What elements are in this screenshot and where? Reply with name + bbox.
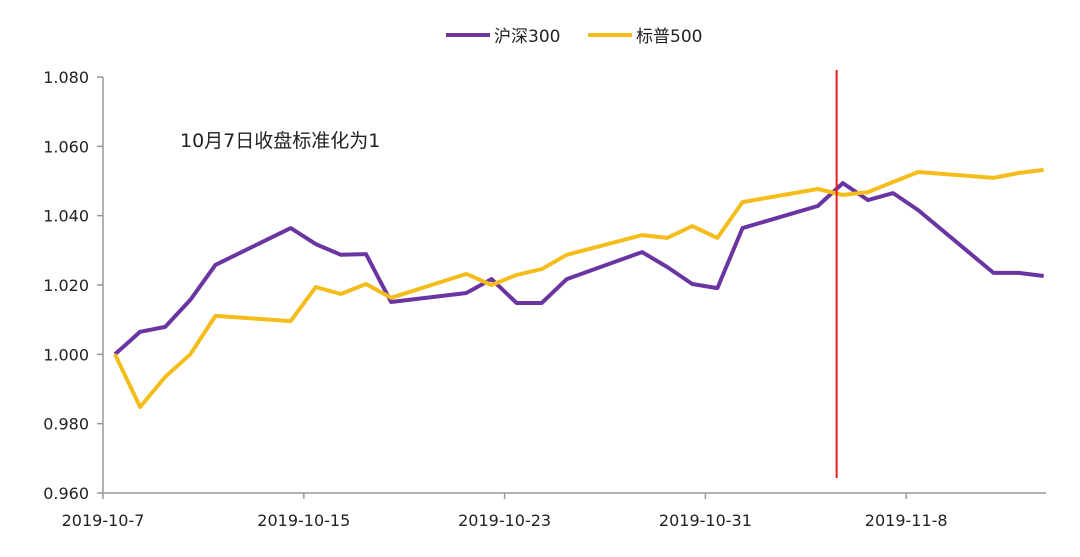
series-line-csi300 [113, 181, 1044, 356]
y-tick-label: 1.080 [43, 68, 89, 87]
series-line-sp500 [113, 167, 1044, 409]
legend-label: 沪深300 [494, 27, 560, 47]
legend-label: 标普500 [636, 27, 702, 47]
x-tick-label: 2019-11-8 [865, 511, 948, 530]
x-tick-label: 2019-10-15 [257, 511, 350, 530]
y-tick-label: 0.980 [43, 415, 89, 434]
annotation: 10月7日收盘标准化为1 [180, 130, 380, 152]
x-tick-label: 2019-10-7 [62, 511, 145, 530]
y-tick-label: 1.020 [43, 276, 89, 295]
legend: 沪深300 标普500 [446, 27, 702, 47]
y-tick-label: 1.060 [43, 137, 89, 156]
series-lines [113, 70, 1044, 478]
x-tick-label: 2019-10-23 [458, 511, 551, 530]
y-tick-label: 1.040 [43, 207, 89, 226]
x-tick-label: 2019-10-31 [659, 511, 752, 530]
y-tick-label: 1.000 [43, 345, 89, 364]
y-tick-label: 0.960 [43, 484, 89, 503]
axes: 0.960 0.980 1.000 1.020 1.040 1.060 1.080 2019-… [43, 68, 1046, 530]
